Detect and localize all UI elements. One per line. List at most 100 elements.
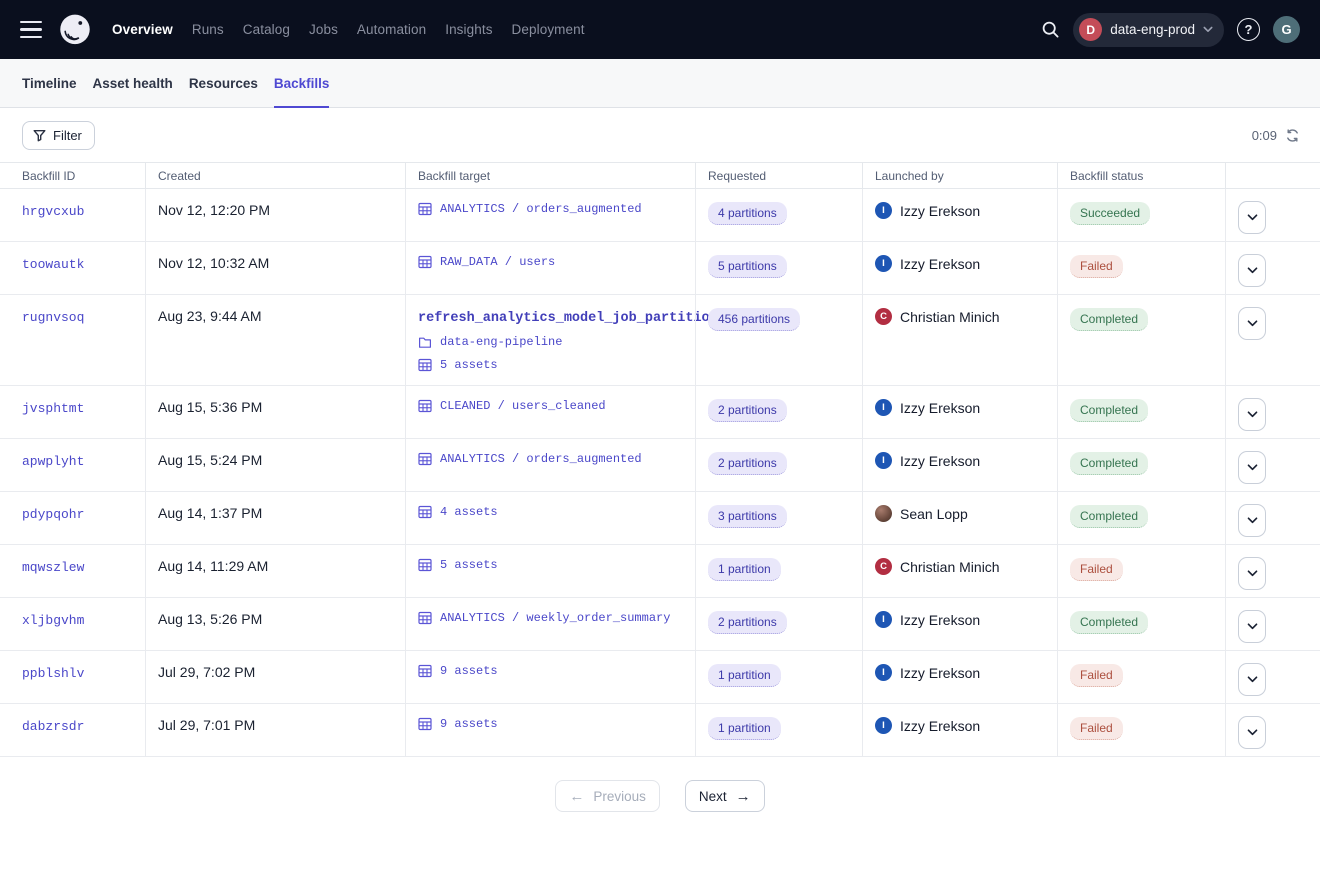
nav-item-jobs[interactable]: Jobs bbox=[309, 22, 338, 37]
asset-table-icon bbox=[418, 358, 432, 372]
launcher-name: Izzy Erekson bbox=[900, 453, 980, 469]
backfill-target-link[interactable]: CLEANED / users_cleaned bbox=[418, 399, 606, 413]
table-row: apwplyht Aug 15, 5:24 PM ANALYTICS / ord… bbox=[0, 439, 1320, 492]
row-actions-button[interactable] bbox=[1238, 663, 1266, 696]
requested-partitions-badge[interactable]: 456 partitions bbox=[708, 308, 800, 331]
tab-asset-health[interactable]: Asset health bbox=[93, 59, 173, 107]
chevron-down-icon bbox=[1203, 26, 1213, 33]
backfill-id-link[interactable]: jvsphtmt bbox=[22, 401, 84, 416]
filter-funnel-icon bbox=[33, 129, 46, 142]
requested-partitions-badge[interactable]: 3 partitions bbox=[708, 505, 787, 528]
launcher-avatar: I bbox=[875, 202, 892, 219]
launcher-avatar: I bbox=[875, 664, 892, 681]
backfill-target-link[interactable]: 4 assets bbox=[418, 505, 498, 519]
launcher-avatar: I bbox=[875, 452, 892, 469]
backfill-target-link[interactable]: 9 assets bbox=[418, 664, 498, 678]
deployment-badge: D bbox=[1079, 18, 1102, 41]
created-timestamp: Aug 15, 5:24 PM bbox=[158, 452, 262, 468]
backfill-target-link[interactable]: RAW_DATA / users bbox=[418, 255, 555, 269]
launcher-photo-avatar bbox=[875, 505, 892, 522]
nav-item-insights[interactable]: Insights bbox=[445, 22, 492, 37]
refresh-timer: 0:09 bbox=[1252, 128, 1277, 143]
backfill-target-link[interactable]: ANALYTICS / weekly_order_summary bbox=[418, 611, 670, 625]
user-avatar[interactable]: G bbox=[1273, 16, 1300, 43]
launched-by: I Izzy Erekson bbox=[875, 255, 1045, 272]
requested-partitions-badge[interactable]: 2 partitions bbox=[708, 611, 787, 634]
launched-by: C Christian Minich bbox=[875, 308, 1045, 325]
target-label: RAW_DATA / users bbox=[440, 255, 555, 269]
row-actions-button[interactable] bbox=[1238, 451, 1266, 484]
requested-partitions-badge[interactable]: 1 partition bbox=[708, 558, 781, 581]
previous-page-button[interactable]: ← Previous bbox=[555, 780, 660, 812]
chevron-down-icon bbox=[1247, 411, 1258, 418]
status-badge: Succeeded bbox=[1070, 202, 1150, 225]
asset-table-icon bbox=[418, 611, 432, 625]
column-header-actions bbox=[1225, 163, 1320, 188]
top-navigation: Overview Runs Catalog Jobs Automation In… bbox=[0, 0, 1320, 59]
filter-button[interactable]: Filter bbox=[22, 121, 95, 150]
backfill-target-link[interactable]: ANALYTICS / orders_augmented bbox=[418, 452, 642, 466]
row-actions-button[interactable] bbox=[1238, 557, 1266, 590]
backfill-id-link[interactable]: dabzrsdr bbox=[22, 719, 84, 734]
nav-item-automation[interactable]: Automation bbox=[357, 22, 426, 37]
row-actions-button[interactable] bbox=[1238, 610, 1266, 643]
launcher-name: Sean Lopp bbox=[900, 506, 968, 522]
help-button[interactable]: ? bbox=[1237, 18, 1260, 41]
asset-table-icon bbox=[418, 255, 432, 269]
created-timestamp: Nov 12, 10:32 AM bbox=[158, 255, 269, 271]
nav-item-overview[interactable]: Overview bbox=[112, 22, 173, 37]
nav-item-catalog[interactable]: Catalog bbox=[243, 22, 290, 37]
backfill-id-link[interactable]: pdypqohr bbox=[22, 507, 84, 522]
launcher-name: Izzy Erekson bbox=[900, 203, 980, 219]
refresh-icon[interactable] bbox=[1285, 128, 1300, 143]
status-badge: Completed bbox=[1070, 308, 1148, 331]
deployment-switcher[interactable]: D data-eng-prod bbox=[1073, 13, 1224, 47]
status-badge: Failed bbox=[1070, 558, 1123, 581]
row-actions-button[interactable] bbox=[1238, 398, 1266, 431]
target-label: CLEANED / users_cleaned bbox=[440, 399, 606, 413]
nav-item-runs[interactable]: Runs bbox=[192, 22, 224, 37]
requested-partitions-badge[interactable]: 1 partition bbox=[708, 717, 781, 740]
requested-partitions-badge[interactable]: 4 partitions bbox=[708, 202, 787, 225]
backfill-id-link[interactable]: apwplyht bbox=[22, 454, 84, 469]
tab-resources[interactable]: Resources bbox=[189, 59, 258, 107]
pipeline-link[interactable]: data-eng-pipeline bbox=[418, 335, 683, 349]
search-button[interactable] bbox=[1041, 20, 1060, 39]
previous-label: Previous bbox=[593, 789, 646, 804]
requested-partitions-badge[interactable]: 2 partitions bbox=[708, 399, 787, 422]
asset-count-link[interactable]: 5 assets bbox=[418, 358, 683, 372]
target-label: ANALYTICS / orders_augmented bbox=[440, 452, 642, 466]
chevron-down-icon bbox=[1247, 623, 1258, 630]
backfill-target-link[interactable]: ANALYTICS / orders_augmented bbox=[418, 202, 642, 216]
row-actions-button[interactable] bbox=[1238, 716, 1266, 749]
requested-partitions-badge[interactable]: 5 partitions bbox=[708, 255, 787, 278]
row-actions-button[interactable] bbox=[1238, 201, 1266, 234]
hamburger-menu-icon[interactable] bbox=[18, 20, 44, 40]
backfill-target-link[interactable]: 9 assets bbox=[418, 717, 498, 731]
nav-item-deployment[interactable]: Deployment bbox=[512, 22, 585, 37]
tab-timeline[interactable]: Timeline bbox=[22, 59, 77, 107]
asset-table-icon bbox=[418, 202, 432, 216]
column-header-requested: Requested bbox=[695, 163, 862, 188]
tab-backfills[interactable]: Backfills bbox=[274, 59, 330, 107]
table-row: dabzrsdr Jul 29, 7:01 PM 9 assets 1 part… bbox=[0, 704, 1320, 757]
requested-partitions-badge[interactable]: 2 partitions bbox=[708, 452, 787, 475]
backfill-id-link[interactable]: mqwszlew bbox=[22, 560, 84, 575]
backfill-target-link[interactable]: 5 assets bbox=[418, 558, 498, 572]
backfill-id-link[interactable]: xljbgvhm bbox=[22, 613, 84, 628]
launcher-avatar: I bbox=[875, 399, 892, 416]
row-actions-button[interactable] bbox=[1238, 504, 1266, 537]
backfill-id-link[interactable]: hrgvcxub bbox=[22, 204, 84, 219]
next-page-button[interactable]: Next → bbox=[685, 780, 765, 812]
folder-icon bbox=[418, 335, 432, 349]
asset-table-icon bbox=[418, 399, 432, 413]
backfill-id-link[interactable]: rugnvsoq bbox=[22, 310, 84, 325]
asset-table-icon bbox=[418, 505, 432, 519]
requested-partitions-badge[interactable]: 1 partition bbox=[708, 664, 781, 687]
dagster-logo[interactable] bbox=[58, 13, 92, 47]
launcher-name: Izzy Erekson bbox=[900, 718, 980, 734]
backfill-id-link[interactable]: ppblshlv bbox=[22, 666, 84, 681]
row-actions-button[interactable] bbox=[1238, 307, 1266, 340]
backfill-id-link[interactable]: toowautk bbox=[22, 257, 84, 272]
row-actions-button[interactable] bbox=[1238, 254, 1266, 287]
